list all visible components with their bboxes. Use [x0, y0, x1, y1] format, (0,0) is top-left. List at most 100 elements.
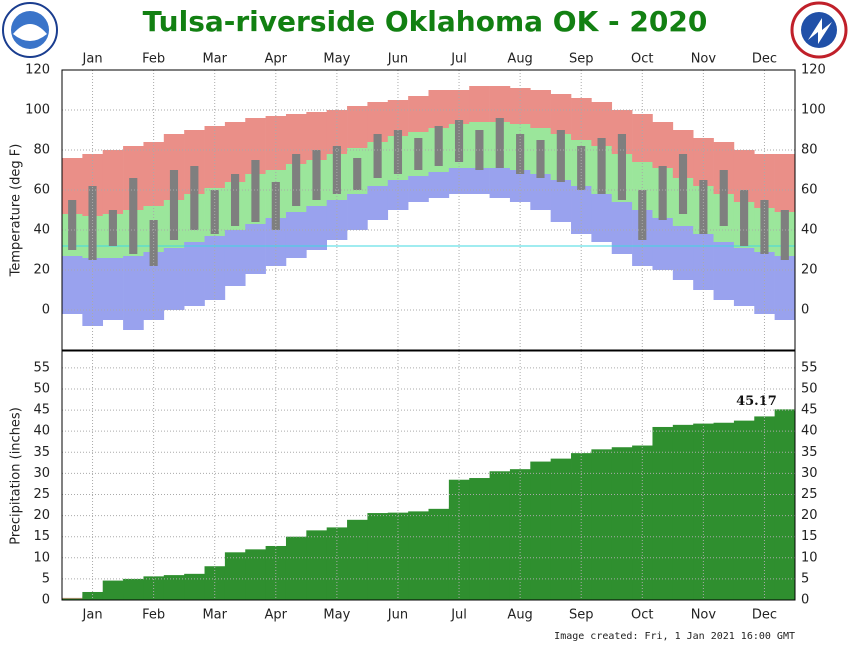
plot-frame	[61, 350, 796, 601]
x-tick-label: Aug	[507, 52, 532, 67]
y-tick-label: 100	[25, 103, 50, 118]
actual-bar	[577, 146, 586, 190]
x-tick-label: Jan	[82, 608, 103, 623]
precip-bar	[184, 573, 205, 600]
range-bar	[489, 86, 511, 122]
range-bar	[163, 248, 185, 310]
range-bar	[285, 114, 307, 164]
actual-bar	[617, 134, 627, 200]
range-bar	[672, 226, 694, 280]
range-bar	[62, 256, 83, 314]
range-bar	[184, 130, 205, 194]
range-bar	[428, 172, 450, 198]
actual-bar	[658, 166, 667, 220]
precip-bar	[367, 513, 389, 600]
y-tick-label: 15	[33, 529, 50, 544]
precip-bar	[306, 530, 328, 600]
x-tick-label: Feb	[142, 608, 165, 623]
y-tick-label-right: 35	[801, 445, 818, 460]
range-bar	[347, 106, 368, 148]
x-tick-label: May	[323, 52, 350, 67]
actual-bar	[149, 220, 158, 266]
x-tick-label: Nov	[691, 52, 717, 67]
range-bar	[774, 256, 796, 320]
x-tick-label: Apr	[265, 52, 288, 67]
y-tick-label-right: 30	[801, 466, 818, 481]
actual-bar	[129, 178, 138, 254]
actual-bar	[536, 140, 545, 178]
y-tick-label: 30	[33, 466, 50, 481]
y-tick-label: 20	[33, 508, 50, 523]
range-bar	[611, 110, 633, 154]
x-tick-label: Feb	[142, 52, 165, 67]
footer-note: Image created: Fri, 1 Jan 2021 16:00 GMT	[554, 631, 795, 642]
precip-bar	[774, 409, 796, 600]
range-bar	[550, 94, 572, 134]
range-bar	[387, 180, 409, 210]
precip-bar	[265, 545, 287, 600]
range-bar	[102, 150, 124, 214]
precip-bar	[387, 512, 409, 600]
y-tick-label-right: 40	[801, 424, 818, 439]
x-tick-label: Mar	[202, 608, 227, 623]
actual-bar	[699, 180, 708, 234]
actual-bar	[190, 166, 199, 230]
x-tick-label: Jan	[82, 52, 103, 67]
range-bar	[224, 122, 246, 182]
y-axis-label: Precipitation (inches)	[9, 407, 24, 545]
actual-bar	[454, 120, 464, 162]
x-tick-label: Oct	[631, 52, 653, 67]
range-bar	[367, 186, 389, 220]
actual-bar	[169, 170, 179, 240]
actual-bar	[719, 170, 728, 226]
range-bar	[530, 90, 551, 128]
range-bar	[408, 176, 429, 202]
actual-bar	[434, 126, 443, 166]
nws-logo	[790, 1, 848, 59]
precip-bar	[591, 449, 613, 600]
x-tick-label: May	[323, 608, 350, 623]
precip-bar	[448, 479, 470, 600]
precip-bar	[347, 519, 368, 600]
x-tick-label: Jun	[387, 52, 408, 67]
range-bar	[489, 168, 511, 198]
actual-bar	[312, 150, 321, 200]
range-bar	[550, 180, 572, 222]
range-bar	[306, 112, 327, 160]
range-bar	[591, 194, 613, 242]
actual-bar	[740, 190, 749, 246]
precip-bar	[489, 471, 511, 600]
range-bar	[184, 242, 205, 306]
y-tick-label-right: 60	[801, 183, 818, 198]
precip-bar	[469, 478, 490, 600]
range-bar	[652, 218, 674, 270]
y-tick-label: 25	[33, 487, 50, 502]
x-tick-label: Mar	[202, 52, 227, 67]
precip-bar	[326, 527, 348, 600]
precip-bar	[652, 426, 674, 600]
actual-bar	[68, 200, 77, 250]
x-tick-label: Dec	[752, 608, 777, 623]
range-bar	[469, 168, 490, 194]
range-bar	[367, 102, 389, 142]
actual-bar	[556, 130, 565, 182]
y-tick-label: 40	[33, 424, 50, 439]
precip-bar	[611, 447, 633, 600]
actual-bar	[597, 138, 606, 194]
precip-bar	[408, 511, 429, 600]
x-tick-label: Apr	[265, 608, 288, 623]
precip-bar	[224, 552, 246, 600]
range-bar	[509, 170, 531, 202]
y-tick-label: 10	[33, 550, 50, 565]
actual-bar	[251, 160, 260, 222]
actual-bar	[108, 210, 117, 246]
y-tick-label-right: 0	[801, 303, 809, 318]
x-tick-label: Jul	[450, 52, 467, 67]
y-tick-label-right: 25	[801, 487, 818, 502]
y-tick-label-right: 45	[801, 403, 818, 418]
range-bar	[285, 212, 307, 258]
y-tick-label-right: 40	[801, 223, 818, 238]
y-tick-label: 45	[33, 403, 50, 418]
y-tick-label: 5	[42, 571, 50, 586]
actual-bar	[230, 174, 240, 226]
